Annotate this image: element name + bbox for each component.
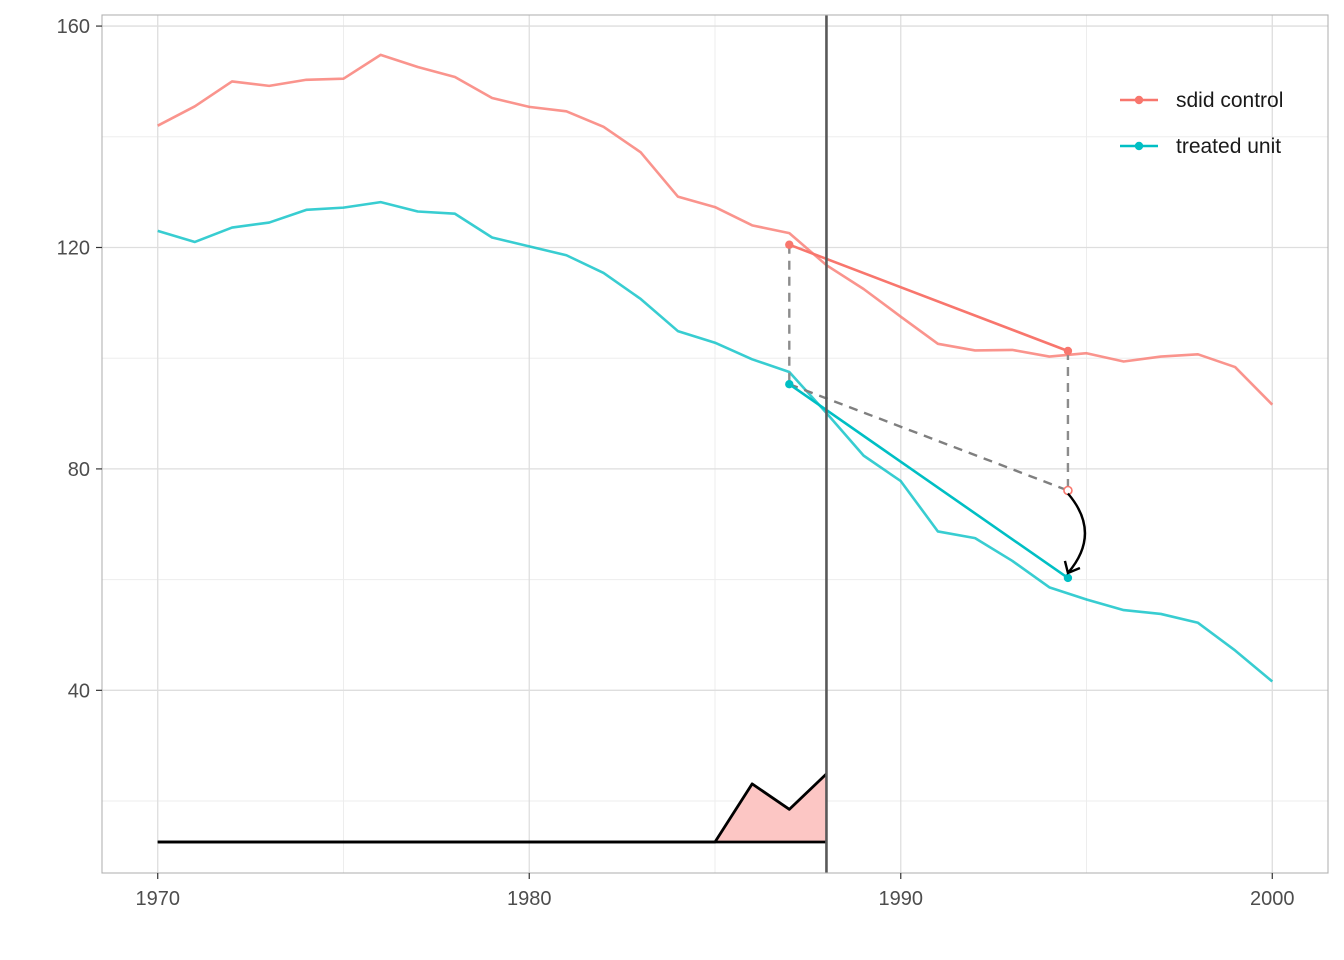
effect-arrowhead [1063, 560, 1081, 575]
y-tick-label: 80 [68, 459, 90, 481]
effect-arrow [1067, 492, 1087, 574]
legend-key-point [1134, 141, 1144, 151]
sdid-segment-sdid-control [788, 243, 1069, 353]
legend-label: sdid control [1176, 89, 1283, 112]
counterfactual-point [1063, 485, 1073, 496]
sdid-point-sdid-control [785, 240, 794, 249]
sdid-estimate-overlay [785, 240, 1087, 583]
sdid-segment-treated-unit [788, 383, 1069, 580]
counterfactual-line [788, 383, 1069, 492]
series-lines [157, 53, 1274, 683]
series-line-sdid-control [157, 53, 1274, 406]
x-tick-label: 1990 [879, 888, 924, 910]
y-tick-label: 120 [57, 237, 90, 259]
sdid-point-sdid-control [1063, 346, 1073, 356]
pre-period-weights [157, 772, 828, 844]
panel-border [101, 14, 1329, 874]
sdid-point-treated-unit [1063, 573, 1073, 583]
major-gridlines [102, 15, 1328, 873]
series-line-treated-unit [157, 200, 1274, 683]
minor-gridlines [102, 15, 1328, 873]
y-tick-label: 160 [57, 16, 90, 38]
x-tick-label: 1980 [507, 888, 552, 910]
x-tick-label: 1970 [135, 888, 180, 910]
legend-key-point [1134, 95, 1144, 105]
weights-area [157, 773, 827, 843]
y-tick-label: 40 [68, 680, 90, 702]
legend-label: treated unit [1176, 135, 1281, 158]
sdid-point-treated-unit [785, 380, 794, 389]
x-tick-label: 2000 [1250, 888, 1295, 910]
legend: sdid control treated unit [1120, 89, 1283, 158]
axis-ticks: 1970 1980 1990 2000 40 80 120 160 [57, 16, 1295, 910]
